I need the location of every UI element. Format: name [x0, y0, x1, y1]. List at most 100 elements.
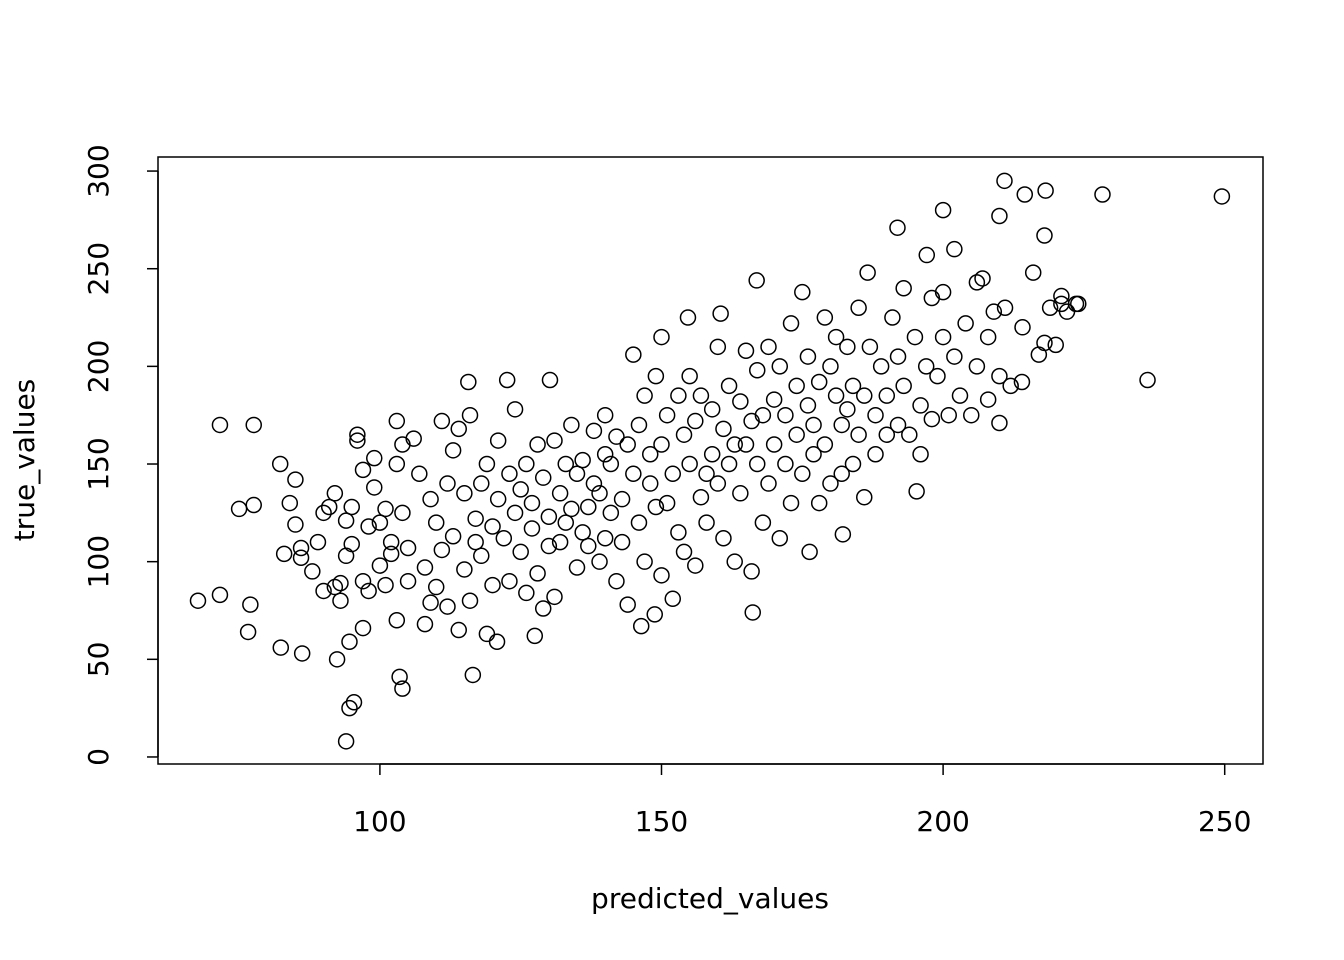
point [433, 541, 451, 559]
point [416, 615, 434, 633]
point [867, 406, 884, 424]
point [377, 500, 394, 518]
point [326, 485, 344, 502]
point [940, 406, 957, 424]
point [498, 371, 516, 389]
point [394, 680, 411, 697]
point [529, 565, 546, 582]
point [326, 578, 344, 596]
point [895, 279, 912, 297]
point [523, 520, 541, 537]
point [602, 504, 620, 522]
point [794, 283, 811, 301]
point [405, 430, 422, 447]
point [275, 545, 293, 563]
point [687, 412, 704, 430]
point [1058, 303, 1076, 320]
point [506, 504, 524, 522]
point [1094, 186, 1111, 203]
point [315, 582, 332, 600]
point [625, 465, 642, 483]
point [399, 539, 417, 557]
point [518, 584, 535, 602]
point [1030, 346, 1048, 363]
point [923, 410, 941, 428]
point [580, 498, 597, 516]
point [343, 535, 360, 553]
point [608, 428, 625, 445]
y-tick-label: 200 [82, 340, 115, 393]
point [1053, 287, 1070, 305]
point [484, 576, 501, 594]
point [670, 387, 687, 404]
point [211, 586, 229, 604]
point [489, 490, 507, 508]
point [411, 465, 428, 483]
point [293, 645, 311, 662]
point [839, 338, 856, 356]
point [653, 436, 670, 453]
point [360, 582, 377, 600]
point [715, 420, 732, 438]
point [1213, 188, 1231, 205]
point [712, 305, 729, 322]
point [715, 529, 732, 547]
point [345, 694, 363, 711]
point [341, 699, 358, 717]
point [349, 432, 366, 449]
point [743, 412, 760, 430]
point [782, 494, 800, 512]
point [822, 475, 839, 492]
point [850, 426, 867, 443]
point [646, 606, 663, 623]
point [726, 436, 743, 453]
point [427, 578, 445, 596]
point [901, 426, 918, 443]
point [613, 533, 631, 551]
point [433, 412, 451, 430]
y-axis-label: true_values [8, 379, 41, 542]
point [912, 397, 929, 414]
point [946, 348, 963, 365]
point [456, 561, 473, 578]
point [602, 455, 620, 473]
point [574, 524, 591, 541]
point [867, 446, 884, 463]
point [551, 485, 569, 502]
point [908, 483, 925, 500]
point [985, 303, 1003, 320]
point [698, 514, 715, 531]
point [309, 533, 327, 551]
point [658, 494, 676, 512]
point [444, 442, 462, 459]
point [337, 547, 355, 565]
point [720, 377, 738, 395]
point [664, 465, 682, 483]
point [596, 446, 614, 463]
point [315, 504, 332, 522]
point [1070, 295, 1087, 313]
point [304, 563, 321, 580]
point [337, 512, 355, 529]
point [464, 666, 482, 684]
x-tick-label: 150 [635, 805, 688, 838]
point [534, 600, 552, 617]
point [810, 373, 828, 391]
point [328, 651, 346, 668]
point [608, 572, 625, 590]
point [675, 543, 693, 561]
point [946, 240, 963, 258]
point [1037, 182, 1054, 199]
point [929, 367, 946, 385]
point [1014, 319, 1031, 336]
point [529, 436, 546, 453]
point [473, 475, 490, 492]
point [292, 539, 310, 557]
point [754, 406, 772, 424]
point [996, 299, 1014, 317]
point [230, 500, 248, 518]
point [827, 328, 845, 346]
point [371, 557, 389, 574]
point [478, 625, 496, 643]
point [613, 490, 631, 508]
